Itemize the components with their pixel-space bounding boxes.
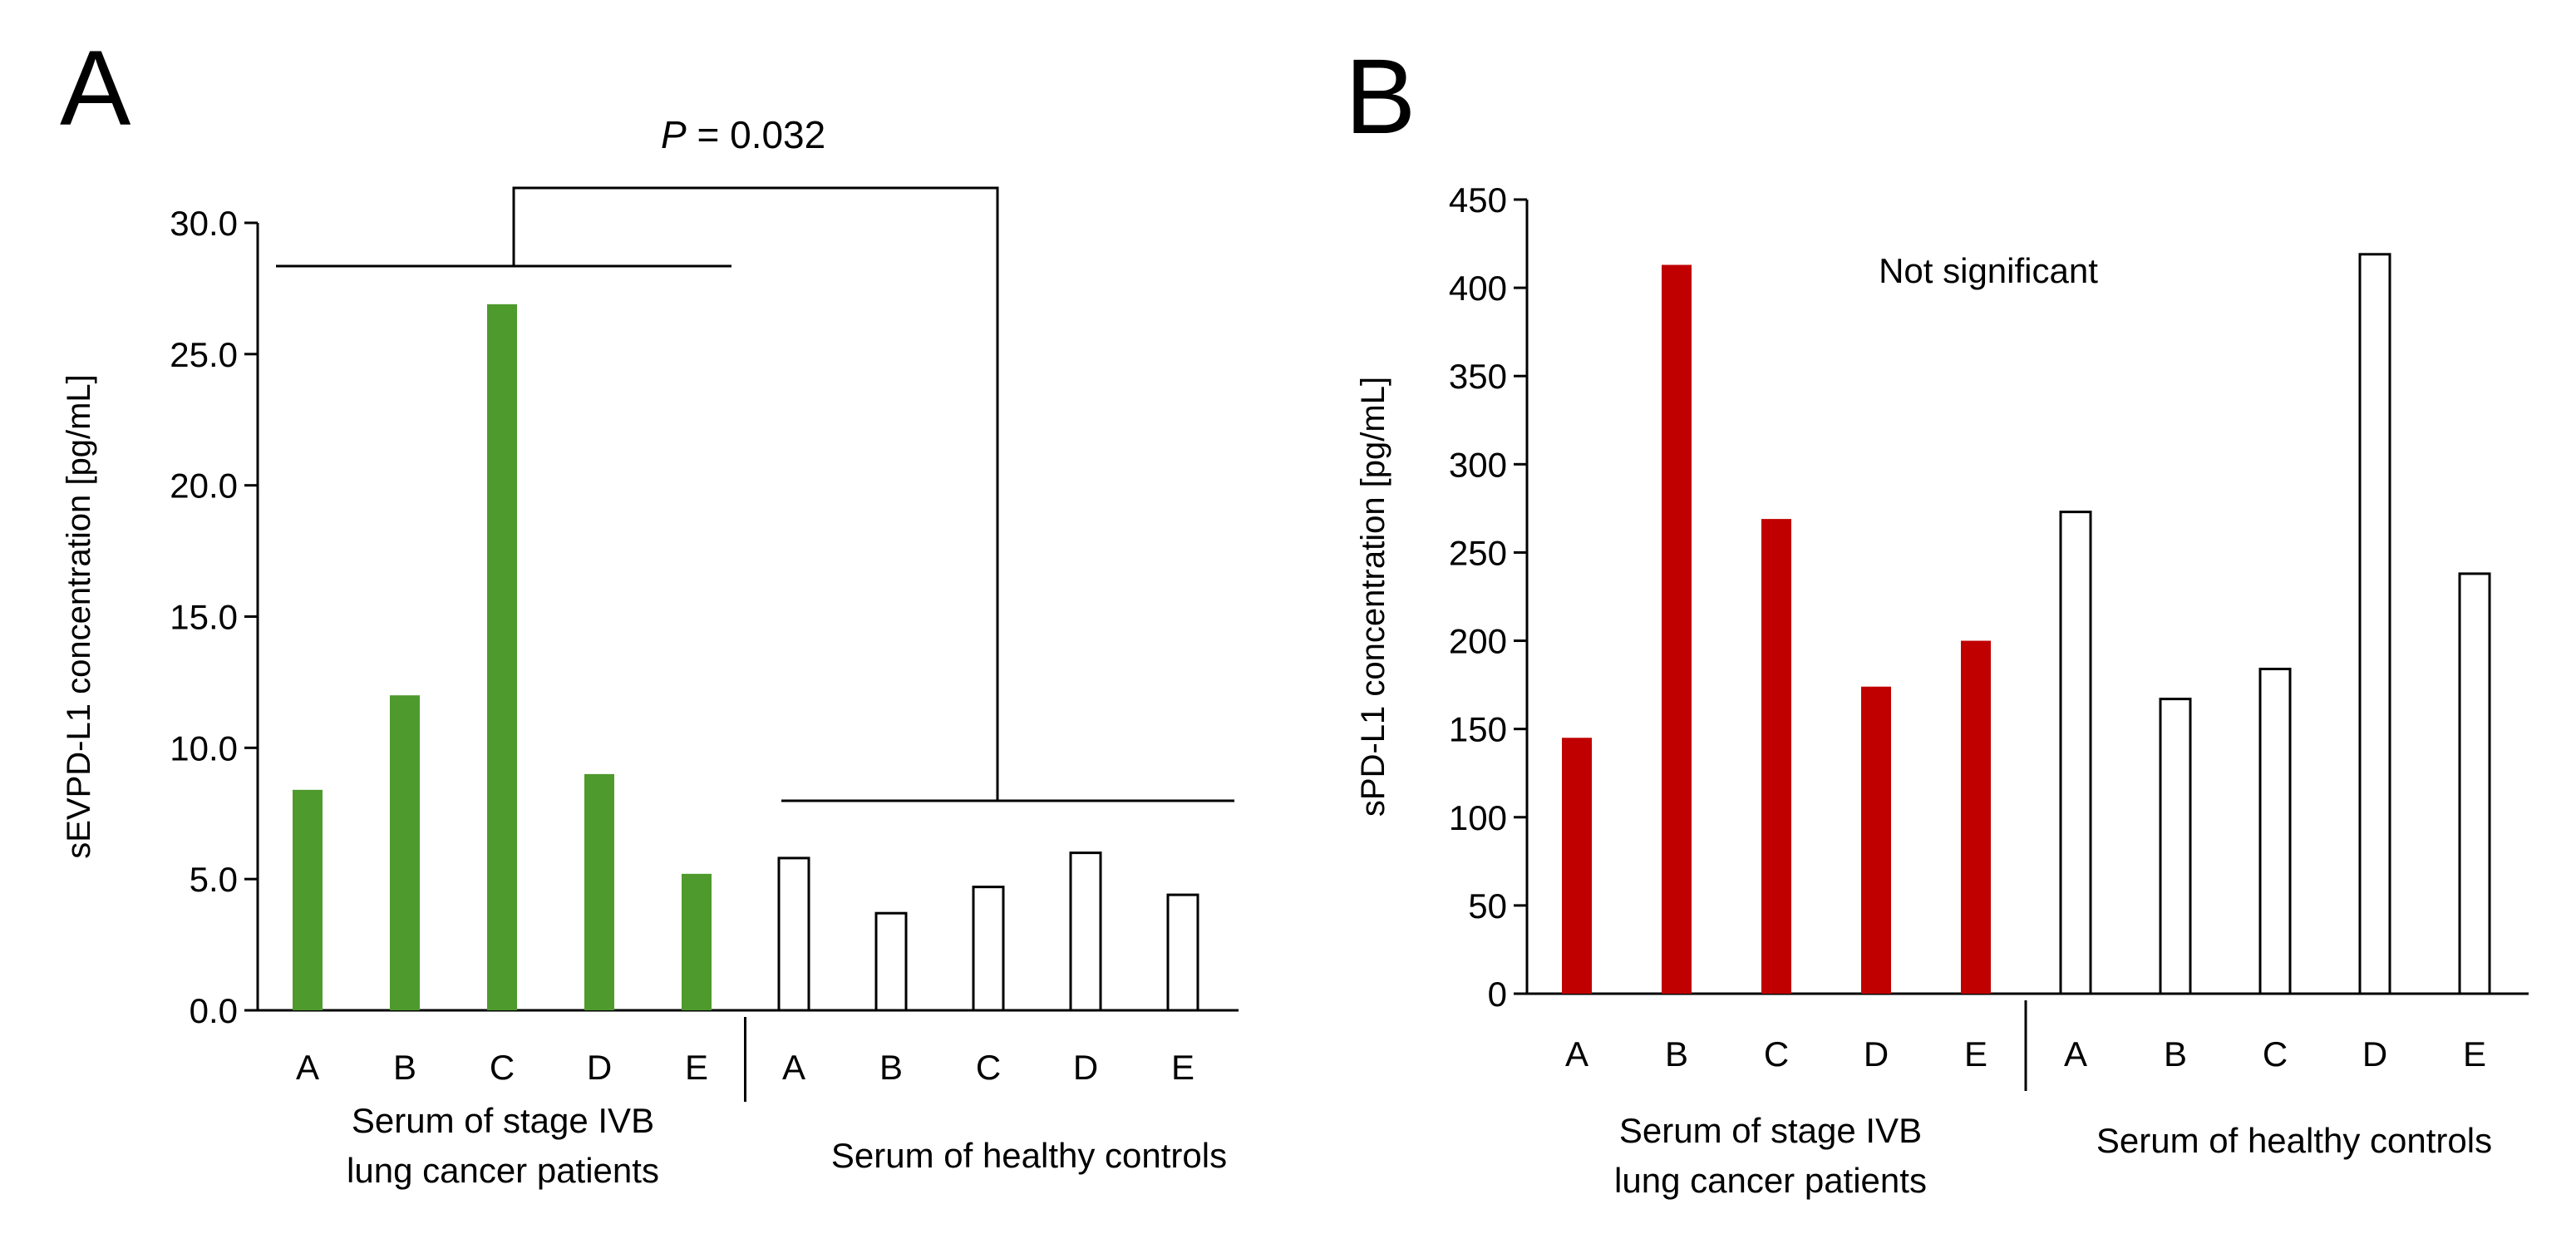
y-tick-label: 300 [1449, 445, 1507, 484]
bar-patient-d [1861, 686, 1891, 994]
bar-patient-e [1961, 640, 1991, 994]
bar-control-b [2159, 698, 2192, 995]
y-tick-label: 150 [1449, 710, 1507, 749]
p-value-annotation: P = 0.032 [661, 113, 825, 156]
y-tick-label: 20.0 [170, 466, 238, 506]
x-category-label: C [2263, 1034, 2288, 1074]
group-label: Serum of healthy controls [2096, 1121, 2492, 1160]
x-category-label: C [1764, 1034, 1789, 1074]
y-tick-label: 10.0 [170, 728, 238, 768]
x-category-label: B [1665, 1034, 1688, 1074]
y-tick-label: 100 [1449, 798, 1507, 837]
panel-b-letter: B [1345, 37, 1416, 156]
group-label: Serum of stage IVB [1619, 1111, 1922, 1150]
bar-patient-c [487, 304, 517, 1010]
y-tick-label: 0 [1488, 975, 1507, 1014]
bar-patient-a [1562, 738, 1592, 994]
x-category-label: D [1073, 1048, 1098, 1087]
y-tick-label: 50 [1468, 886, 1507, 926]
y-tick-label: 450 [1449, 180, 1507, 220]
y-tick-label: 15.0 [170, 598, 238, 637]
y-tick-label: 25.0 [170, 335, 238, 374]
x-category-label: B [393, 1048, 416, 1087]
group-label: lung cancer patients [1614, 1161, 1927, 1200]
bar-patient-a [293, 789, 323, 1010]
y-tick-label: 5.0 [190, 860, 238, 899]
chart-b-spd-l1: 0 50 100 150 200 250 300 350 400 450 sPD-L1 concen… [1355, 180, 2529, 1200]
x-category-label: A [782, 1048, 805, 1087]
x-category-label: B [879, 1048, 903, 1087]
y-tick-label: 350 [1449, 357, 1507, 396]
x-category-label: C [490, 1048, 515, 1087]
bar-patient-b [390, 695, 420, 1010]
bar-control-e [2458, 572, 2491, 995]
bar-control-e [1166, 893, 1199, 1012]
y-tick-label: 0.0 [190, 991, 238, 1030]
x-category-label: B [2164, 1034, 2187, 1074]
group-label: Serum of stage IVB [352, 1101, 654, 1140]
bar-control-c [2258, 668, 2292, 995]
y-tick-label: 200 [1449, 622, 1507, 661]
x-category-label: A [1565, 1034, 1588, 1074]
p-symbol: P [661, 113, 687, 156]
x-category-label: A [2064, 1034, 2087, 1074]
x-category-label: E [2463, 1034, 2486, 1074]
bar-patient-d [584, 773, 614, 1010]
x-category-label: D [2362, 1034, 2387, 1074]
bar-control-a [777, 856, 810, 1012]
x-category-label: E [1964, 1034, 1987, 1074]
significance-annotation: Not significant [1879, 251, 2098, 290]
bar-patient-e [682, 873, 712, 1010]
y-tick-label: 250 [1449, 533, 1507, 572]
significance-bracket [512, 186, 999, 801]
bar-patient-b [1662, 264, 1692, 994]
x-category-label: A [296, 1048, 319, 1087]
bar-control-b [874, 911, 908, 1012]
x-category-label: D [1864, 1034, 1889, 1074]
x-category-label: E [685, 1048, 708, 1087]
group-label: Serum of healthy controls [831, 1136, 1227, 1175]
bar-control-d [2358, 253, 2391, 995]
p-value: = 0.032 [687, 113, 826, 156]
bar-control-c [972, 886, 1005, 1012]
y-tick-label: 30.0 [170, 204, 238, 243]
bar-patient-c [1761, 519, 1791, 994]
y-tick-label: 400 [1449, 269, 1507, 308]
group-label: lung cancer patients [347, 1151, 659, 1190]
panel-a-letter: A [60, 29, 131, 148]
x-category-label: E [1171, 1048, 1194, 1087]
x-category-label: D [587, 1048, 612, 1087]
y-axis-title: sEVPD-L1 concentration [pg/mL] [61, 374, 97, 859]
bar-control-d [1069, 851, 1102, 1012]
y-axis-title: sPD-L1 concentration [pg/mL] [1355, 377, 1391, 817]
chart-a-sevpd-l1: 0.0 5.0 10.0 15.0 20.0 25.0 30.0 sEVPD-L1 conce… [61, 113, 1239, 1190]
bar-control-a [2059, 511, 2092, 995]
x-category-label: C [976, 1048, 1001, 1087]
